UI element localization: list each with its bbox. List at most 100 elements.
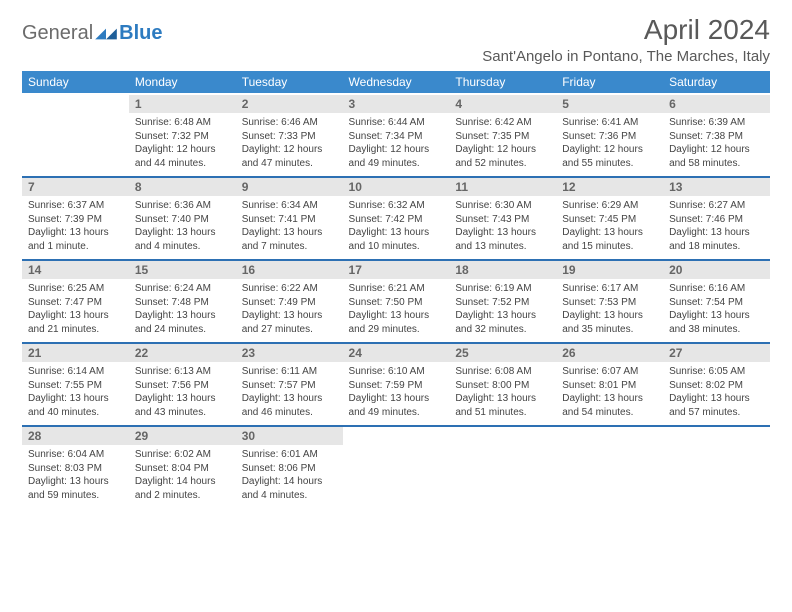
calendar-cell: 26Sunrise: 6:07 AMSunset: 8:01 PMDayligh… [556, 343, 663, 426]
calendar-cell: 23Sunrise: 6:11 AMSunset: 7:57 PMDayligh… [236, 343, 343, 426]
daylight-line2: and 29 minutes. [349, 323, 444, 337]
col-header: Sunday [22, 71, 129, 94]
day-number: 20 [663, 261, 770, 279]
sunrise-text: Sunrise: 6:30 AM [455, 199, 550, 213]
daylight-line1: Daylight: 12 hours [242, 143, 337, 157]
sunset-text: Sunset: 7:36 PM [562, 130, 657, 144]
daylight-line2: and 43 minutes. [135, 406, 230, 420]
calendar-cell [449, 426, 556, 508]
day-data: Sunrise: 6:16 AMSunset: 7:54 PMDaylight:… [663, 279, 770, 342]
daylight-line2: and 49 minutes. [349, 406, 444, 420]
day-data [22, 99, 129, 155]
day-data: Sunrise: 6:30 AMSunset: 7:43 PMDaylight:… [449, 196, 556, 259]
sunset-text: Sunset: 7:35 PM [455, 130, 550, 144]
daylight-line2: and 7 minutes. [242, 240, 337, 254]
calendar-cell: 9Sunrise: 6:34 AMSunset: 7:41 PMDaylight… [236, 177, 343, 260]
calendar-cell: 25Sunrise: 6:08 AMSunset: 8:00 PMDayligh… [449, 343, 556, 426]
day-number: 23 [236, 344, 343, 362]
day-data: Sunrise: 6:08 AMSunset: 8:00 PMDaylight:… [449, 362, 556, 425]
daylight-line1: Daylight: 13 hours [28, 309, 123, 323]
day-number: 15 [129, 261, 236, 279]
sunset-text: Sunset: 7:48 PM [135, 296, 230, 310]
calendar-cell: 11Sunrise: 6:30 AMSunset: 7:43 PMDayligh… [449, 177, 556, 260]
sunrise-text: Sunrise: 6:37 AM [28, 199, 123, 213]
location-subtitle: Sant'Angelo in Pontano, The Marches, Ita… [482, 48, 770, 65]
daylight-line2: and 10 minutes. [349, 240, 444, 254]
daylight-line2: and 58 minutes. [669, 157, 764, 171]
calendar-cell [663, 426, 770, 508]
sunset-text: Sunset: 7:41 PM [242, 213, 337, 227]
calendar-cell: 15Sunrise: 6:24 AMSunset: 7:48 PMDayligh… [129, 260, 236, 343]
day-number: 3 [343, 95, 450, 113]
day-data: Sunrise: 6:05 AMSunset: 8:02 PMDaylight:… [663, 362, 770, 425]
daylight-line1: Daylight: 13 hours [562, 392, 657, 406]
sunset-text: Sunset: 7:54 PM [669, 296, 764, 310]
day-number: 5 [556, 95, 663, 113]
sunset-text: Sunset: 7:46 PM [669, 213, 764, 227]
col-header: Monday [129, 71, 236, 94]
daylight-line2: and 57 minutes. [669, 406, 764, 420]
daylight-line1: Daylight: 13 hours [455, 226, 550, 240]
day-data: Sunrise: 6:37 AMSunset: 7:39 PMDaylight:… [22, 196, 129, 259]
sunrise-text: Sunrise: 6:14 AM [28, 365, 123, 379]
day-data [663, 431, 770, 487]
calendar-cell: 3Sunrise: 6:44 AMSunset: 7:34 PMDaylight… [343, 94, 450, 177]
daylight-line2: and 47 minutes. [242, 157, 337, 171]
calendar-cell: 24Sunrise: 6:10 AMSunset: 7:59 PMDayligh… [343, 343, 450, 426]
col-header: Saturday [663, 71, 770, 94]
sunrise-text: Sunrise: 6:29 AM [562, 199, 657, 213]
day-number: 27 [663, 344, 770, 362]
daylight-line1: Daylight: 13 hours [455, 309, 550, 323]
sunrise-text: Sunrise: 6:27 AM [669, 199, 764, 213]
day-number: 14 [22, 261, 129, 279]
calendar-cell [343, 426, 450, 508]
day-data: Sunrise: 6:44 AMSunset: 7:34 PMDaylight:… [343, 113, 450, 176]
col-header: Friday [556, 71, 663, 94]
sunrise-text: Sunrise: 6:08 AM [455, 365, 550, 379]
daylight-line1: Daylight: 13 hours [562, 226, 657, 240]
logo: General Blue [22, 22, 163, 45]
daylight-line1: Daylight: 12 hours [669, 143, 764, 157]
calendar-cell: 2Sunrise: 6:46 AMSunset: 7:33 PMDaylight… [236, 94, 343, 177]
day-data [556, 431, 663, 487]
day-number: 24 [343, 344, 450, 362]
daylight-line1: Daylight: 14 hours [242, 475, 337, 489]
day-data: Sunrise: 6:36 AMSunset: 7:40 PMDaylight:… [129, 196, 236, 259]
daylight-line2: and 49 minutes. [349, 157, 444, 171]
sunrise-text: Sunrise: 6:11 AM [242, 365, 337, 379]
calendar-cell: 29Sunrise: 6:02 AMSunset: 8:04 PMDayligh… [129, 426, 236, 508]
daylight-line2: and 32 minutes. [455, 323, 550, 337]
day-data: Sunrise: 6:41 AMSunset: 7:36 PMDaylight:… [556, 113, 663, 176]
calendar-cell: 13Sunrise: 6:27 AMSunset: 7:46 PMDayligh… [663, 177, 770, 260]
sunrise-text: Sunrise: 6:19 AM [455, 282, 550, 296]
weekday-header-row: Sunday Monday Tuesday Wednesday Thursday… [22, 71, 770, 94]
daylight-line1: Daylight: 12 hours [562, 143, 657, 157]
day-number: 21 [22, 344, 129, 362]
sunset-text: Sunset: 7:59 PM [349, 379, 444, 393]
calendar-cell: 5Sunrise: 6:41 AMSunset: 7:36 PMDaylight… [556, 94, 663, 177]
daylight-line1: Daylight: 12 hours [455, 143, 550, 157]
calendar-week-row: 1Sunrise: 6:48 AMSunset: 7:32 PMDaylight… [22, 94, 770, 177]
daylight-line2: and 44 minutes. [135, 157, 230, 171]
sunrise-text: Sunrise: 6:25 AM [28, 282, 123, 296]
day-number: 18 [449, 261, 556, 279]
calendar-table: Sunday Monday Tuesday Wednesday Thursday… [22, 71, 770, 508]
daylight-line2: and 54 minutes. [562, 406, 657, 420]
calendar-cell: 10Sunrise: 6:32 AMSunset: 7:42 PMDayligh… [343, 177, 450, 260]
sunset-text: Sunset: 7:50 PM [349, 296, 444, 310]
day-number: 25 [449, 344, 556, 362]
day-data: Sunrise: 6:42 AMSunset: 7:35 PMDaylight:… [449, 113, 556, 176]
sunset-text: Sunset: 8:02 PM [669, 379, 764, 393]
sunset-text: Sunset: 7:49 PM [242, 296, 337, 310]
calendar-cell: 19Sunrise: 6:17 AMSunset: 7:53 PMDayligh… [556, 260, 663, 343]
sunrise-text: Sunrise: 6:44 AM [349, 116, 444, 130]
sunset-text: Sunset: 8:00 PM [455, 379, 550, 393]
calendar-cell: 7Sunrise: 6:37 AMSunset: 7:39 PMDaylight… [22, 177, 129, 260]
day-number: 11 [449, 178, 556, 196]
daylight-line1: Daylight: 13 hours [242, 226, 337, 240]
daylight-line1: Daylight: 13 hours [455, 392, 550, 406]
header-row: General Blue April 2024 Sant'Angelo in P… [22, 14, 770, 65]
day-data: Sunrise: 6:14 AMSunset: 7:55 PMDaylight:… [22, 362, 129, 425]
sunset-text: Sunset: 7:33 PM [242, 130, 337, 144]
daylight-line1: Daylight: 13 hours [28, 392, 123, 406]
